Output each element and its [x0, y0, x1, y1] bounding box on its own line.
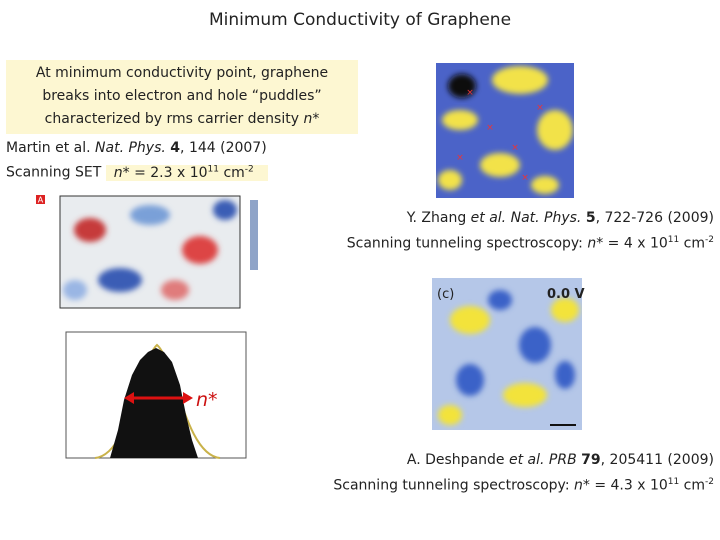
svg-text:×: ×: [511, 143, 519, 153]
pages: , 144 (2007): [180, 140, 267, 156]
authors: Martin et al.: [6, 140, 91, 156]
pages: , 205411 (2009): [600, 452, 714, 468]
journal: Nat. Phys.: [510, 210, 582, 226]
etal: et al.: [508, 452, 545, 468]
callout-line: breaks into electron and hole “puddles”: [42, 88, 322, 104]
set-map: [60, 196, 240, 308]
symbol: n*: [303, 111, 320, 127]
stm-image-bottom: [432, 278, 582, 430]
authors: A. Deshpande: [406, 452, 505, 468]
method-line: Scanning tunneling spectroscopy: n* = 4 …: [347, 229, 714, 255]
callout: At minimum conductivity point, graphene …: [6, 60, 358, 134]
unit-exponent: -2: [705, 235, 714, 245]
unit: cm: [683, 477, 706, 494]
method: Scanning SET: [6, 164, 102, 181]
exponent: 11: [667, 235, 680, 245]
callout-line: At minimum conductivity point, graphene: [35, 65, 329, 81]
callout-line: characterized by rms carrier density n*: [6, 108, 358, 131]
unit: cm: [683, 235, 706, 252]
stm-image-top: × × × × × ×: [436, 63, 574, 198]
citation: A. Deshpande et al. PRB 79, 205411 (2009…: [333, 449, 714, 471]
method: Scanning tunneling spectroscopy:: [333, 477, 570, 494]
density: n* = 2.3 x 1011 cm-2: [105, 164, 268, 181]
citation: Martin et al. Nat. Phys. 4, 144 (2007): [6, 138, 268, 159]
deshpande-ref: A. Deshpande et al. PRB 79, 205411 (2009…: [333, 449, 714, 497]
svg-text:×: ×: [521, 173, 529, 183]
method-line: Scanning SET n* = 2.3 x 1011 cm-2: [6, 159, 268, 184]
citation: Y. Zhang et al. Nat. Phys. 5, 722-726 (2…: [347, 207, 714, 229]
pages: , 722-726 (2009): [595, 210, 714, 226]
svg-text:×: ×: [466, 88, 474, 98]
mantissa: = 2.3 x 10: [134, 164, 208, 181]
method-line: Scanning tunneling spectroscopy: n* = 4.…: [333, 471, 714, 497]
martin-ref: Martin et al. Nat. Phys. 4, 144 (2007) S…: [6, 138, 268, 184]
volume: 79: [581, 452, 601, 468]
panel-label: (c): [437, 287, 454, 302]
svg-text:×: ×: [486, 123, 494, 133]
exponent: 11: [667, 477, 680, 487]
slide-title: Minimum Conductivity of Graphene: [208, 10, 512, 30]
exponent: 11: [207, 164, 219, 174]
symbol: n*: [573, 477, 590, 494]
unit: cm: [223, 164, 245, 181]
method: Scanning tunneling spectroscopy:: [346, 235, 583, 252]
volume: 5: [585, 210, 596, 226]
mantissa: = 4 x 10: [607, 235, 668, 252]
bias-label: 0.0 V: [547, 287, 585, 302]
unit-exponent: -2: [705, 477, 714, 487]
svg-text:×: ×: [536, 103, 544, 113]
panel-label: A: [38, 196, 44, 205]
svg-text:×: ×: [456, 153, 464, 163]
journal: Nat. Phys.: [95, 140, 166, 156]
journal: PRB: [548, 452, 577, 468]
unit-exponent: -2: [244, 164, 254, 174]
histogram-annotation: n*: [196, 389, 218, 411]
mantissa: = 4.3 x 10: [594, 477, 668, 494]
authors: Y. Zhang: [406, 210, 467, 226]
histogram-figure: n*: [65, 331, 247, 459]
volume: 4: [170, 140, 181, 156]
callout-text: characterized by rms carrier density: [44, 111, 299, 127]
symbol: n*: [113, 164, 130, 181]
symbol: n*: [587, 235, 604, 252]
zhang-ref: Y. Zhang et al. Nat. Phys. 5, 722-726 (2…: [347, 207, 714, 255]
panel-badge: [36, 195, 45, 204]
etal: et al.: [470, 210, 507, 226]
